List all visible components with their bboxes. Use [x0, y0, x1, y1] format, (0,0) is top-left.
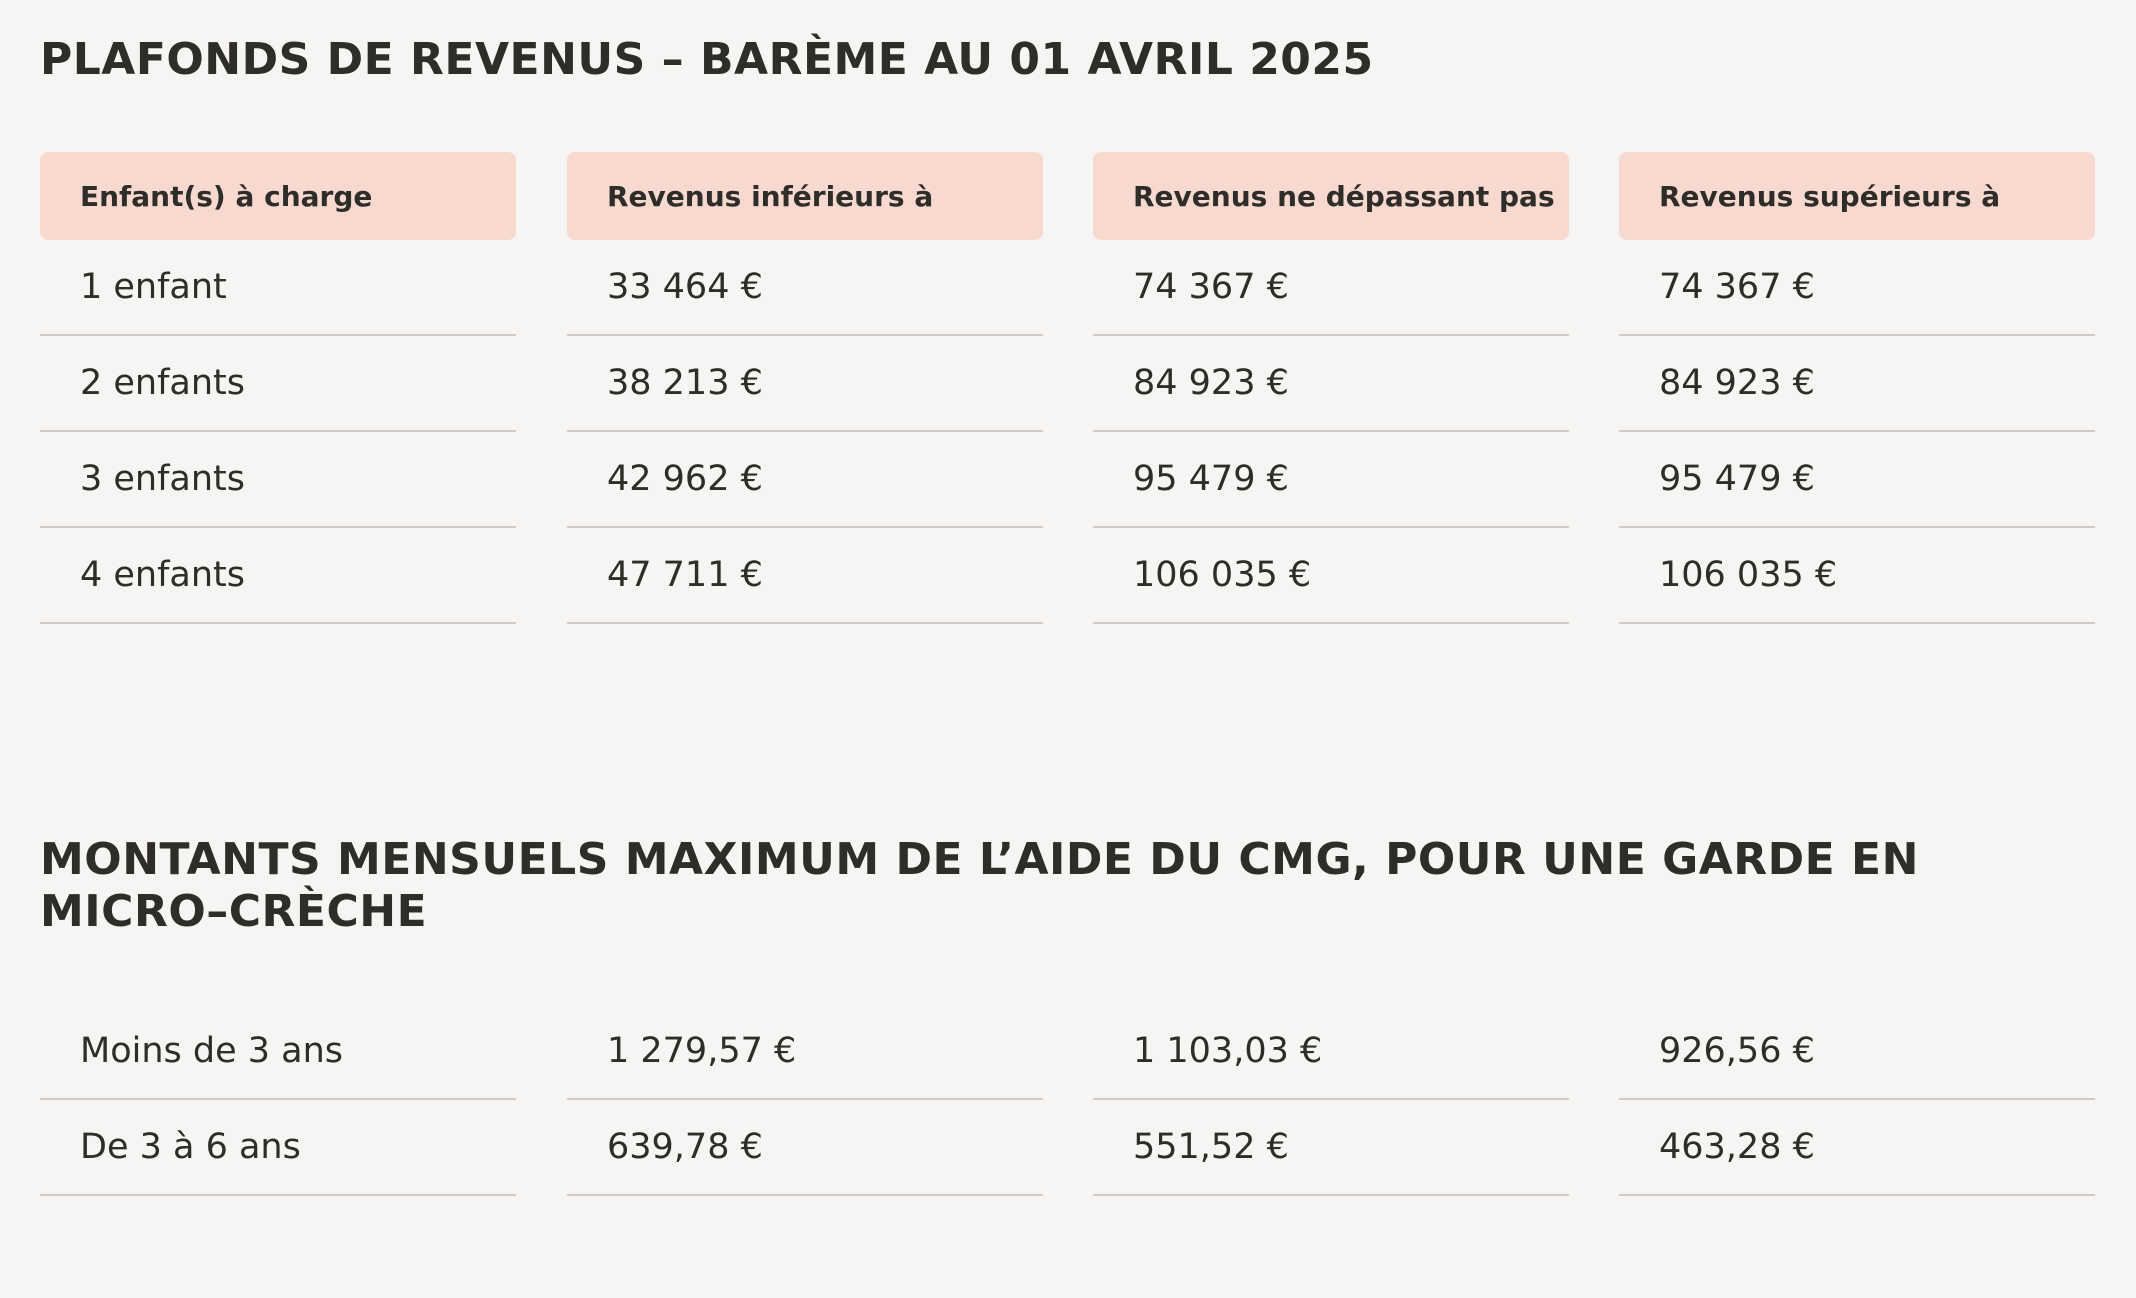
header-income-below: Revenus inférieurs à [567, 152, 1043, 240]
header-income-not-exceeding: Revenus ne dépassant pas [1093, 152, 1569, 240]
table-cell: 463,28 € [1619, 1100, 2095, 1196]
table-cell: 551,52 € [1093, 1100, 1569, 1196]
table-cell: 42 962 € [567, 432, 1043, 528]
table-cell: 95 479 € [1093, 432, 1569, 528]
table-cell: 926,56 € [1619, 1004, 2095, 1100]
table-cell: 95 479 € [1619, 432, 2095, 528]
table-cell: 106 035 € [1093, 528, 1569, 624]
table-cell: 1 103,03 € [1093, 1004, 1569, 1100]
table-cell: 33 464 € [567, 240, 1043, 336]
table-cell: 47 711 € [567, 528, 1043, 624]
table-cell-age: Moins de 3 ans [40, 1004, 516, 1100]
table-cell: 74 367 € [1093, 240, 1569, 336]
table-cell: 84 923 € [1093, 336, 1569, 432]
table-cell-children: 1 enfant [40, 240, 516, 336]
table-cell-children: 2 enfants [40, 336, 516, 432]
table-cell-age: De 3 à 6 ans [40, 1100, 516, 1196]
table-cell: 38 213 € [567, 336, 1043, 432]
table-cell-children: 4 enfants [40, 528, 516, 624]
table-cell: 106 035 € [1619, 528, 2095, 624]
table-cell: 639,78 € [567, 1100, 1043, 1196]
header-income-above: Revenus supérieurs à [1619, 152, 2095, 240]
table-cell: 1 279,57 € [567, 1004, 1043, 1100]
monthly-aid-title: MONTANTS MENSUELS MAXIMUM DE L’AIDE DU C… [40, 834, 1919, 937]
income-ceilings-title: PLAFONDS DE REVENUS – BARÈME AU 01 AVRIL… [40, 34, 1374, 85]
table-cell: 84 923 € [1619, 336, 2095, 432]
header-children: Enfant(s) à charge [40, 152, 516, 240]
table-cell: 74 367 € [1619, 240, 2095, 336]
table-cell-children: 3 enfants [40, 432, 516, 528]
